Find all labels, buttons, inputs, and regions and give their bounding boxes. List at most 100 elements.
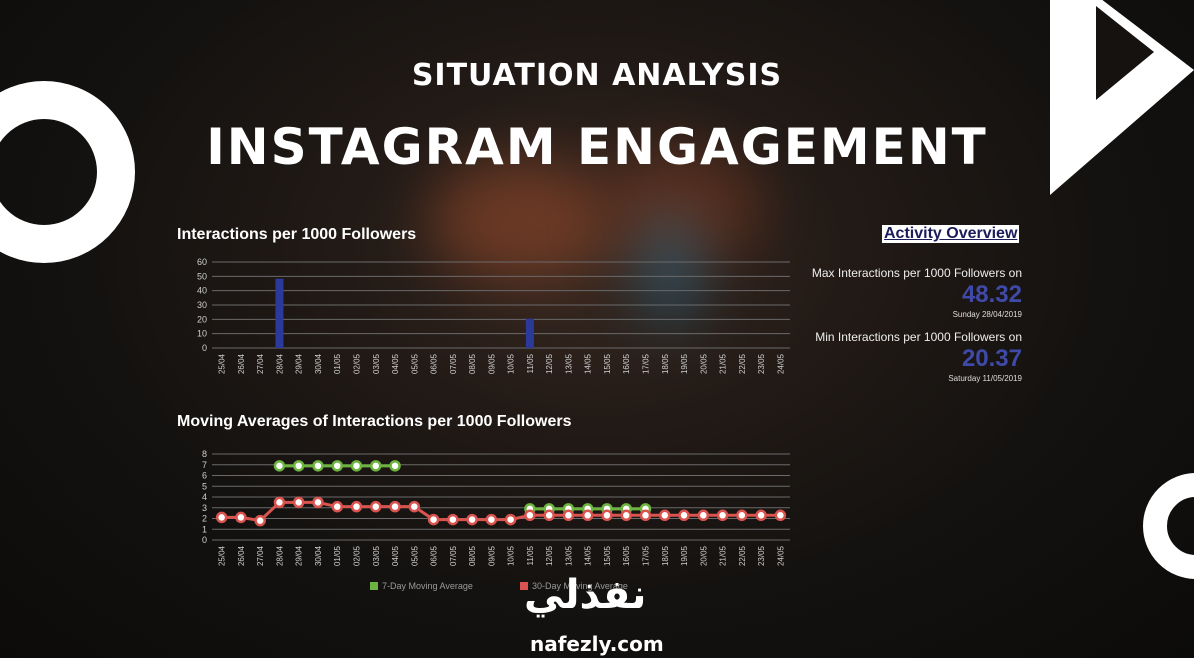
x-tick-label: 03/05 <box>372 545 381 566</box>
ring-shape-left <box>0 81 135 263</box>
x-tick-label: 01/05 <box>333 545 342 566</box>
x-tick-label: 08/05 <box>468 545 477 566</box>
x-tick-label: 08/05 <box>468 353 477 374</box>
x-tick-label: 10/05 <box>507 353 516 374</box>
data-point <box>312 460 324 472</box>
y-tick-label: 2 <box>202 514 207 524</box>
data-point <box>370 500 382 513</box>
x-tick-label: 05/05 <box>410 353 419 374</box>
x-tick-label: 07/05 <box>449 353 458 374</box>
x-tick-label: 24/05 <box>776 353 785 374</box>
data-point <box>427 513 440 526</box>
x-tick-label: 19/05 <box>680 545 689 566</box>
data-point <box>755 509 767 522</box>
data-point <box>312 496 324 509</box>
x-tick-label: 25/04 <box>218 545 227 566</box>
data-point <box>273 460 286 472</box>
data-point <box>543 509 555 522</box>
bar <box>275 278 284 348</box>
data-point <box>620 509 632 522</box>
data-point <box>447 513 459 526</box>
y-tick-label: 20 <box>197 314 207 324</box>
legend-label: 30-Day Moving Average <box>532 581 628 591</box>
x-tick-label: 26/04 <box>237 353 246 374</box>
background-light-blue <box>640 210 700 330</box>
x-tick-label: 18/05 <box>661 353 670 374</box>
x-tick-label: 06/05 <box>430 353 439 374</box>
x-tick-label: 13/05 <box>564 353 573 374</box>
x-tick-label: 03/05 <box>372 353 381 374</box>
x-tick-label: 20/05 <box>699 353 708 374</box>
x-tick-label: 06/05 <box>430 545 439 566</box>
x-tick-label: 12/05 <box>545 545 554 566</box>
x-tick-label: 10/05 <box>507 545 516 566</box>
x-tick-label: 02/05 <box>353 353 362 374</box>
data-point <box>601 509 613 522</box>
data-point <box>581 509 594 522</box>
data-point <box>215 511 228 524</box>
y-tick-label: 40 <box>197 286 207 296</box>
background-light-left <box>430 160 610 280</box>
legend-swatch <box>520 582 528 590</box>
x-tick-label: 07/05 <box>449 545 458 566</box>
data-point <box>235 511 247 524</box>
x-tick-label: 21/05 <box>719 353 728 374</box>
line-chart-title: Moving Averages of Interactions per 1000… <box>177 413 572 430</box>
x-tick-label: 22/05 <box>738 545 747 566</box>
y-tick-label: 6 <box>202 471 207 481</box>
data-point <box>408 500 421 513</box>
x-tick-label: 29/04 <box>295 545 304 566</box>
legend-label: 7-Day Moving Average <box>382 581 473 591</box>
x-tick-label: 20/05 <box>699 545 708 566</box>
x-tick-label: 11/05 <box>526 545 535 565</box>
x-tick-label: 13/05 <box>564 545 573 566</box>
data-point <box>350 500 363 513</box>
data-point <box>485 513 498 526</box>
data-point <box>466 513 478 526</box>
bar-chart: 0 10 20 30 40 50 60 25/04 26/04 27/04 28/04 29/04 30… <box>197 257 790 374</box>
x-tick-label: 24/05 <box>776 545 785 566</box>
max-label: Max Interactions per 1000 Followers on <box>811 266 1022 280</box>
x-tick-label: 14/05 <box>584 353 593 374</box>
data-point <box>716 509 729 522</box>
x-tick-label: 04/05 <box>391 353 400 374</box>
x-tick-label: 09/05 <box>487 545 496 566</box>
y-tick-label: 3 <box>202 503 207 513</box>
x-tick-label: 16/05 <box>622 545 631 566</box>
data-point <box>292 496 305 509</box>
data-point <box>562 509 575 522</box>
x-tick-label: 30/04 <box>314 353 323 374</box>
y-tick-label: 5 <box>202 481 207 491</box>
legend-swatch <box>370 582 378 590</box>
x-tick-label: 01/05 <box>333 353 342 374</box>
brand-logo-arabic: نفذلي <box>524 572 647 618</box>
bar-chart-title: Interactions per 1000 Followers <box>177 226 417 243</box>
data-point <box>504 513 517 526</box>
y-tick-label: 50 <box>197 271 207 281</box>
x-tick-label: 29/04 <box>295 353 304 374</box>
x-tick-label: 18/05 <box>661 545 670 566</box>
y-tick-label: 0 <box>202 535 207 545</box>
data-point <box>736 509 748 522</box>
x-tick-label: 15/05 <box>603 545 612 566</box>
data-point <box>331 500 343 513</box>
x-tick-label: 09/05 <box>487 353 496 374</box>
max-date: Sunday 28/04/2019 <box>952 310 1022 319</box>
x-tick-label: 11/05 <box>526 353 535 373</box>
data-point <box>273 496 286 509</box>
x-tick-label: 30/04 <box>314 545 323 566</box>
activity-overview-title: Activity Overview <box>882 225 1020 243</box>
x-tick-label: 23/05 <box>757 353 766 374</box>
y-tick-label: 8 <box>202 449 207 459</box>
x-tick-label: 02/05 <box>353 545 362 566</box>
min-value: 20.37 <box>961 345 1022 372</box>
x-tick-label: 12/05 <box>545 353 554 374</box>
x-tick-label: 17/05 <box>642 545 651 566</box>
data-point <box>697 509 710 522</box>
ring-shape-right <box>1143 473 1194 579</box>
x-tick-label: 28/04 <box>275 545 284 566</box>
data-point <box>350 460 363 472</box>
data-point <box>292 460 305 472</box>
y-tick-label: 7 <box>202 460 207 470</box>
